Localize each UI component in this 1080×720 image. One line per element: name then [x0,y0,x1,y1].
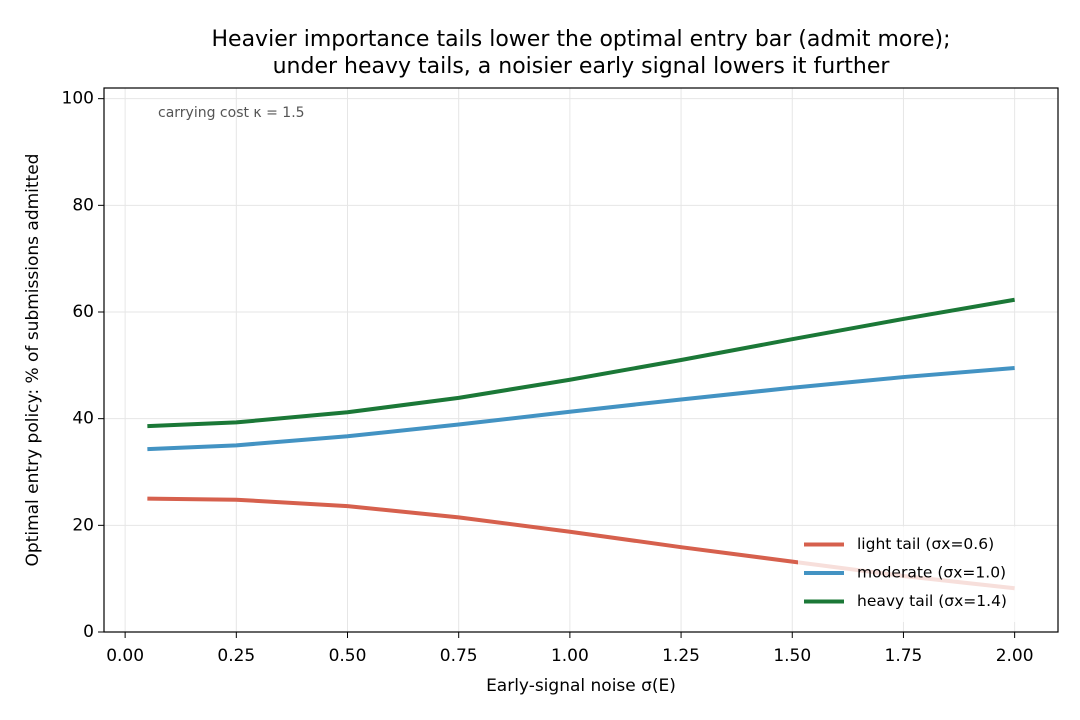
x-tick-label: 0.75 [440,646,478,666]
y-tick-label: 20 [72,515,94,535]
axes-frame [103,87,1059,633]
y-tick-label: 0 [83,622,94,642]
y-tick-label: 100 [62,89,94,109]
x-tick-label: 0.25 [217,646,255,666]
legend-box [798,526,1048,622]
legend-label: light tail (σx=0.6) [857,535,994,553]
x-tick-label: 0.00 [106,646,144,666]
chart-title: under heavy tails, a noisier early signa… [273,54,891,79]
x-tick-label: 1.75 [885,646,923,666]
x-tick-label: 1.00 [551,646,589,666]
y-tick-label: 40 [72,409,94,429]
x-tick-label: 0.50 [329,646,367,666]
chart-title: Heavier importance tails lower the optim… [212,27,951,52]
line-series [147,366,1015,452]
x-tick-label: 2.00 [996,646,1034,666]
annotation: carrying cost κ = 1.5 [158,105,305,121]
line-series [147,297,1015,429]
legend-label: moderate (σx=1.0) [857,564,1006,582]
x-axis-label: Early-signal noise σ(E) [486,676,676,696]
legend-label: heavy tail (σx=1.4) [857,592,1007,610]
legend: light tail (σx=0.6) moderate (σx=1.0) heav… [798,526,1048,622]
y-tick-label: 60 [72,302,94,322]
x-tick-label: 1.25 [662,646,700,666]
y-tick-label: 80 [72,195,94,215]
x-tick-label: 1.50 [773,646,811,666]
y-axis-label: Optimal entry policy: % of submissions a… [23,154,43,567]
